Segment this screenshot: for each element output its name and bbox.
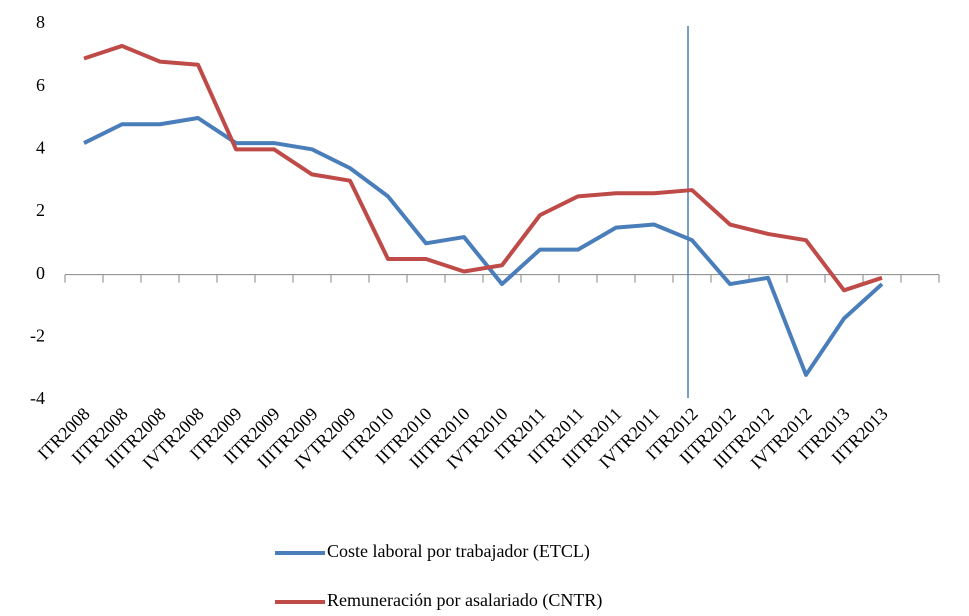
- y-tick-label: 4: [36, 137, 45, 157]
- y-tick-label: -2: [30, 325, 45, 345]
- series-line: [83, 43, 883, 293]
- legend-label: Remuneración por asalariado (CNTR): [327, 590, 602, 611]
- y-tick-label: 0: [36, 263, 45, 283]
- y-tick-label: 2: [36, 200, 45, 220]
- legend-label: Coste laboral por trabajador (ETCL): [327, 541, 590, 562]
- y-tick-label: 6: [36, 75, 45, 95]
- series-line: [83, 116, 884, 377]
- y-tick-label: 8: [36, 12, 45, 32]
- y-tick-label: -4: [30, 388, 45, 408]
